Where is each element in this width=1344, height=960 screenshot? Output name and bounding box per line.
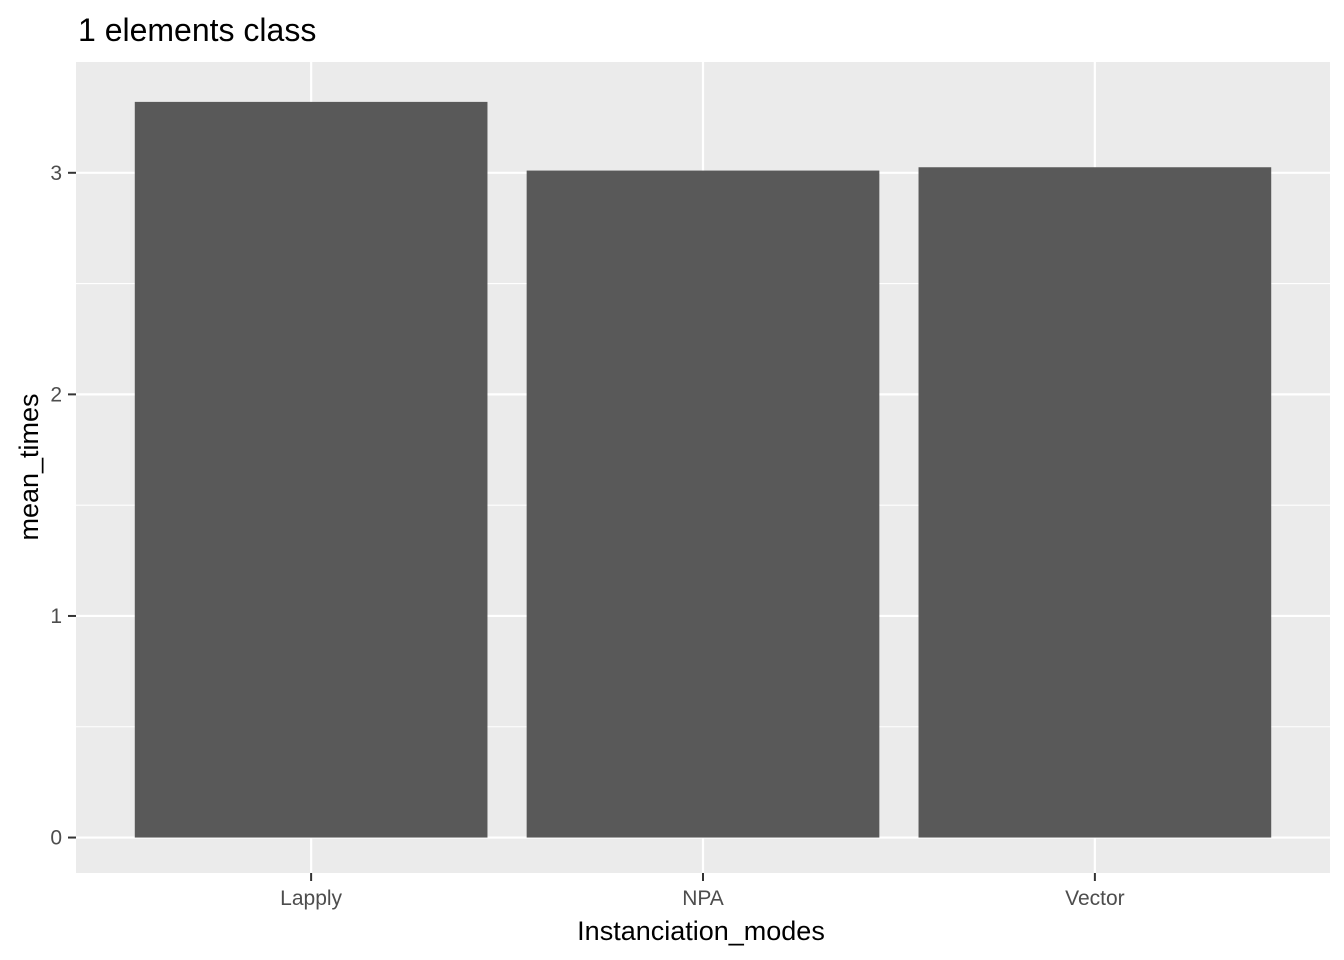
x-axis-title: Instanciation_modes [577,916,825,946]
x-tick-label: NPA [682,887,724,910]
y-axis-title: mean_times [14,393,44,540]
chart-title: 1 elements class [78,12,316,48]
x-axis: Lapply NPA Vector [280,873,1125,910]
bar-lapply [134,101,488,838]
y-tick-label: 2 [50,383,62,406]
x-tick-label: Vector [1065,887,1125,910]
bars [134,101,1272,838]
y-tick-label: 1 [50,605,62,628]
y-axis: 0 1 2 3 [50,162,76,850]
x-tick-label: Lapply [280,887,342,910]
bar-npa [526,170,880,838]
y-tick-label: 3 [50,162,62,185]
y-tick-label: 0 [50,827,62,850]
bar-vector [918,167,1272,838]
